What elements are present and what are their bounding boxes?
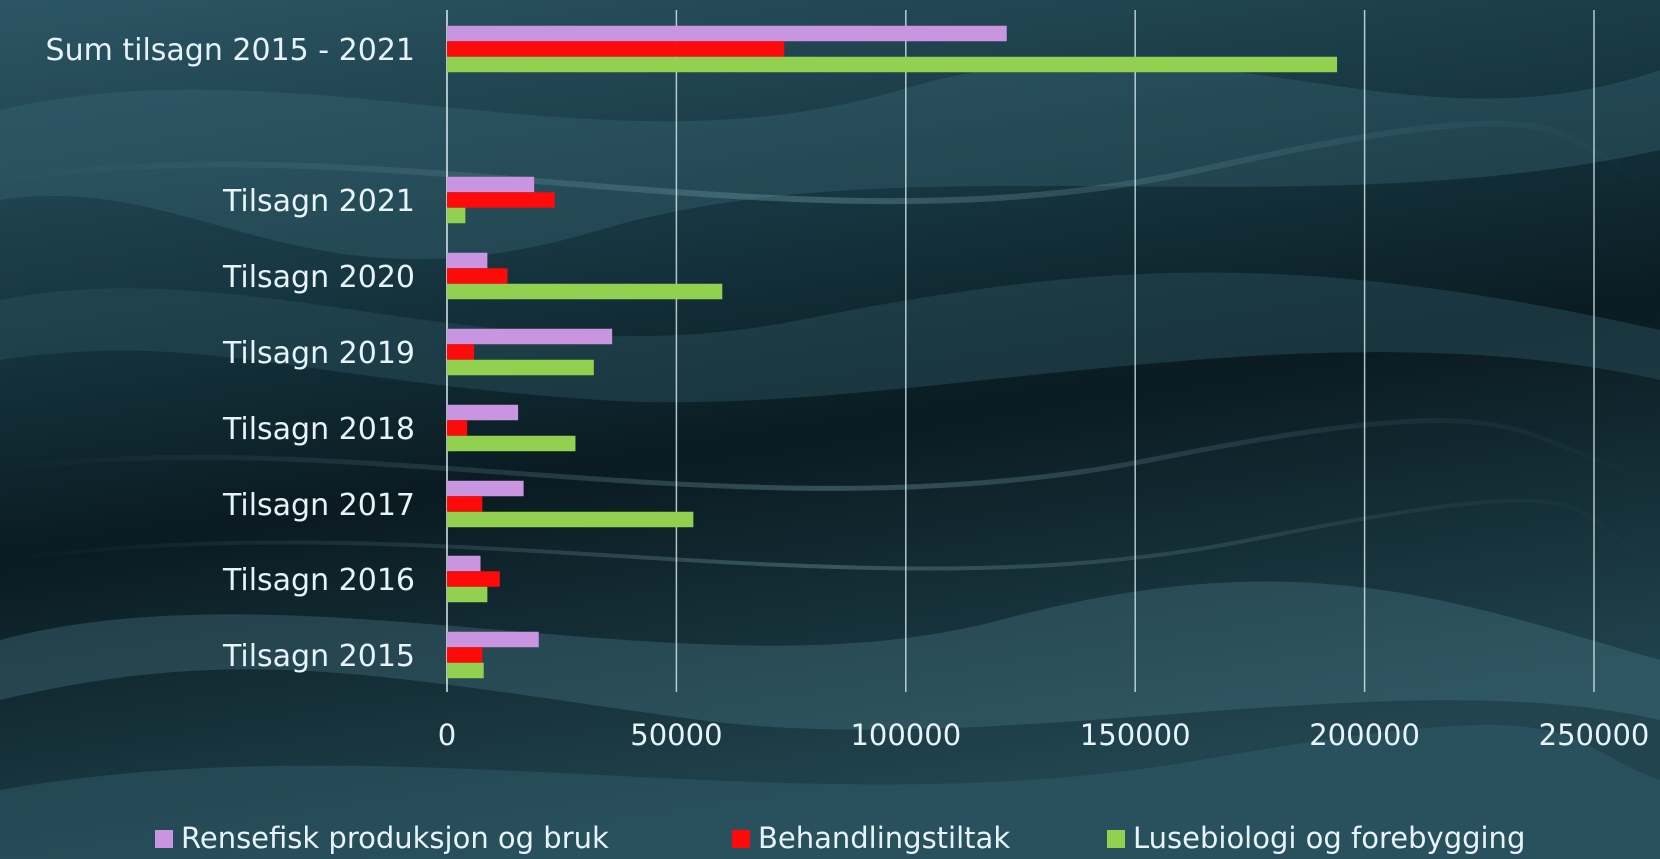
legend-swatch-2 <box>732 830 750 848</box>
x-tick-label: 0 <box>438 718 456 752</box>
gridlines <box>446 10 1595 692</box>
bar-3-8 <box>447 586 488 603</box>
x-tick-label: 200000 <box>1309 718 1420 752</box>
bar-1-1 <box>447 25 1007 42</box>
category-label: Tilsagn 2016 <box>222 563 415 598</box>
category-label: Tilsagn 2021 <box>222 184 415 219</box>
category-labels: Sum tilsagn 2015 - 2021 Tilsagn 2021 Tilsa… <box>46 33 415 674</box>
x-tick-label: 50000 <box>630 718 722 752</box>
bar-1-8 <box>447 555 481 572</box>
category-label: Tilsagn 2018 <box>222 412 415 447</box>
category-label: Sum tilsagn 2015 - 2021 <box>46 33 415 68</box>
bar-2-4 <box>447 268 508 284</box>
legend-swatch-3 <box>1107 830 1125 848</box>
bar-1-7 <box>447 480 524 497</box>
legend-label-1: Rensefisk produksjon og bruk <box>181 821 609 855</box>
category-label: Tilsagn 2019 <box>222 336 415 371</box>
bar-2-1 <box>447 41 785 57</box>
bar-3-9 <box>447 662 484 679</box>
bar-2-6 <box>447 420 468 436</box>
x-tick-label: 150000 <box>1080 718 1191 752</box>
bar-1-4 <box>447 252 488 269</box>
bar-3-4 <box>447 283 723 300</box>
bars <box>447 25 1338 679</box>
bar-3-7 <box>447 511 694 528</box>
legend-label-2: Behandlingstiltak <box>758 821 1010 855</box>
legend-label-3: Lusebiologi og forebygging <box>1133 821 1525 855</box>
x-tick-label: 250000 <box>1539 718 1650 752</box>
x-axis-tick-labels: 0 50000 100000 150000 200000 250000 <box>438 718 1650 752</box>
bar-2-9 <box>447 647 483 663</box>
category-label: Tilsagn 2020 <box>222 260 415 295</box>
bar-2-7 <box>447 496 483 512</box>
bar-1-6 <box>447 404 519 421</box>
bar-1-9 <box>447 631 539 648</box>
x-tick-label: 100000 <box>850 718 961 752</box>
bar-3-5 <box>447 359 594 376</box>
legend-swatch-1 <box>155 830 173 848</box>
bar-3-1 <box>447 56 1338 73</box>
bar-2-3 <box>447 192 555 208</box>
bar-1-3 <box>447 176 535 193</box>
bar-2-8 <box>447 571 500 587</box>
bar-3-6 <box>447 435 576 452</box>
bar-2-5 <box>447 344 475 360</box>
category-label: Tilsagn 2015 <box>222 639 415 674</box>
bar-3-3 <box>447 207 466 224</box>
category-label: Tilsagn 2017 <box>222 488 415 523</box>
legend: Rensefisk produksjon og bruk Behandlingst… <box>155 821 1525 855</box>
bar-1-5 <box>447 328 613 345</box>
